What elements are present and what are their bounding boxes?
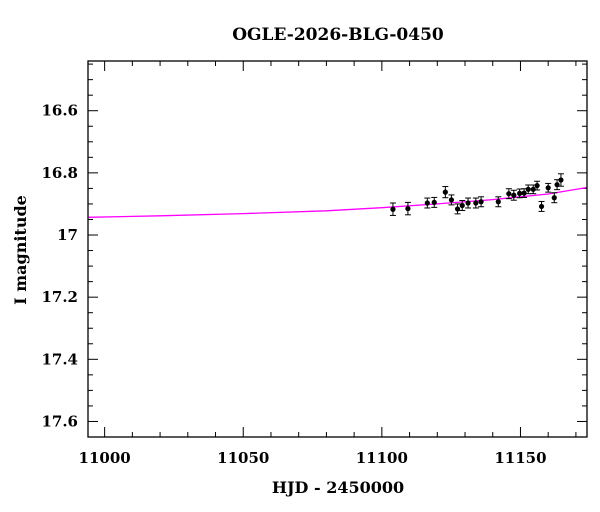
x-tick-label: 11050 [217, 449, 269, 467]
point-marker [530, 186, 536, 192]
point-marker [431, 199, 437, 205]
data-point [530, 184, 537, 195]
data-point [495, 196, 502, 208]
point-marker [506, 191, 512, 197]
point-marker [545, 185, 551, 191]
point-marker [517, 190, 523, 196]
point-marker [511, 192, 517, 198]
data-point [478, 196, 485, 208]
point-marker [473, 200, 479, 206]
x-tick-label: 11000 [79, 449, 131, 467]
data-point [557, 173, 564, 187]
point-marker [448, 197, 455, 203]
data-point [510, 189, 517, 201]
y-tick-label: 17.6 [41, 412, 78, 430]
data-point [505, 188, 512, 200]
chart-title: OGLE-2026-BLG-0450 [232, 25, 444, 45]
data-point [389, 202, 396, 216]
point-marker [442, 189, 448, 195]
y-tick-label: 16.6 [41, 102, 78, 120]
data-point [459, 200, 466, 211]
point-marker [465, 200, 471, 206]
y-axis-label: I magnitude [11, 195, 30, 305]
point-marker [558, 177, 564, 183]
point-marker [478, 199, 484, 205]
data-point [551, 192, 558, 204]
data-point [404, 201, 411, 216]
model-curve-layer [87, 186, 588, 218]
y-tick-label: 17 [57, 226, 78, 244]
y-tick-label: 17.2 [41, 288, 78, 306]
y-tick-label: 16.8 [41, 164, 78, 182]
point-marker [424, 200, 430, 206]
point-marker [390, 206, 396, 212]
point-marker [459, 202, 465, 209]
axis-ticks [88, 61, 587, 438]
data-point [454, 203, 461, 215]
x-axis-label: HJD - 2450000 [272, 478, 404, 497]
point-marker [521, 190, 527, 196]
point-marker [405, 206, 411, 212]
data-point [442, 186, 449, 199]
point-marker [495, 199, 501, 205]
point-marker [534, 183, 540, 189]
data-point [545, 182, 552, 193]
model-curve [87, 186, 588, 218]
data-point [465, 197, 472, 209]
data-point [534, 180, 541, 191]
data-point [538, 200, 545, 212]
data-point [448, 194, 455, 206]
data-point [472, 197, 479, 209]
data-point [424, 197, 431, 209]
x-tick-label: 11150 [494, 449, 546, 467]
point-marker [538, 203, 545, 210]
point-marker [454, 206, 461, 212]
data-points-layer [389, 173, 564, 216]
point-marker [551, 195, 557, 201]
y-tick-label: 17.4 [41, 350, 78, 368]
data-point [521, 188, 528, 198]
point-marker [525, 186, 531, 192]
tick-labels: 11000 11050 11100 11150 16.6 16.8 17 17.2 17.4 17… [41, 102, 546, 467]
x-tick-label: 11100 [356, 449, 408, 467]
plot-frame [87, 60, 588, 438]
data-point [431, 196, 438, 208]
